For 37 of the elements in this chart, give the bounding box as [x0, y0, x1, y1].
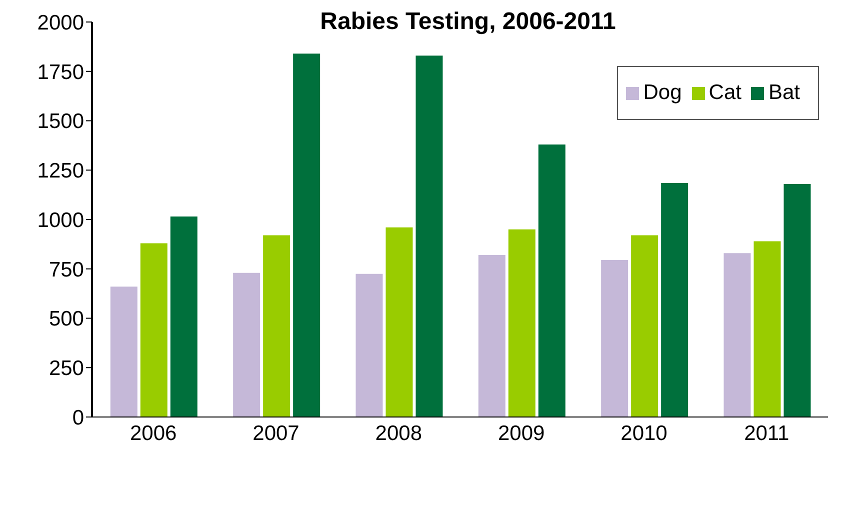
chart-title: Rabies Testing, 2006-2011 [319, 8, 617, 36]
bar [233, 272, 260, 417]
x-tick-label: 2011 [744, 422, 790, 445]
bar [170, 216, 198, 417]
y-tick-label: 1000 [37, 208, 84, 232]
bar [508, 229, 536, 417]
legend-label: Cat [708, 81, 742, 104]
bar [784, 184, 811, 417]
bar [631, 235, 658, 417]
y-tick-label: 1750 [37, 60, 84, 84]
x-tick-label: 2010 [620, 422, 668, 445]
bar [661, 182, 688, 417]
legend-label: Bat [768, 81, 800, 104]
bar [538, 144, 566, 417]
x-tick-label: 2006 [130, 422, 177, 445]
y-tick-label: 2000 [37, 11, 84, 34]
y-tick-label: 750 [48, 258, 84, 282]
bar [110, 286, 138, 417]
bar [754, 241, 781, 417]
bar [293, 54, 320, 417]
y-tick-label: 1250 [37, 160, 84, 183]
bar [416, 56, 443, 417]
bar [263, 235, 290, 417]
x-tick-label: 2007 [252, 422, 300, 445]
y-tick-label: 0 [72, 406, 84, 430]
y-tick-label: 250 [48, 357, 84, 380]
x-tick-label: 2008 [375, 422, 422, 445]
bar [356, 274, 383, 417]
y-tick-label: 500 [48, 308, 84, 331]
bar [140, 243, 168, 417]
y-tick-label: 1500 [37, 110, 84, 134]
bar [478, 255, 506, 417]
bar [601, 260, 628, 417]
legend-label: Dog [643, 81, 682, 104]
x-tick-label: 2009 [498, 422, 545, 445]
bar [386, 227, 413, 417]
bar [724, 253, 751, 417]
